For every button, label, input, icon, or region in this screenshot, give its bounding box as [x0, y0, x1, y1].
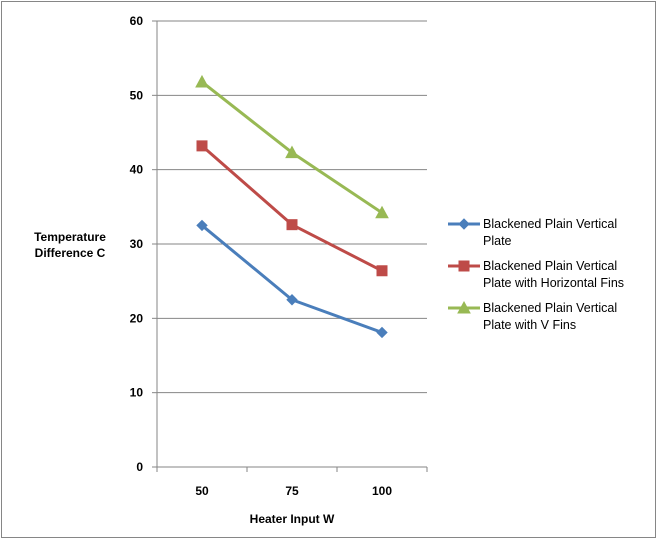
- legend-item-2: Blackened Plain Vertical Plate with Horiz…: [448, 259, 624, 290]
- y-tick-label: 10: [130, 386, 144, 400]
- series-line: [201, 224, 383, 334]
- y-tick-label: 60: [130, 14, 144, 28]
- y-tick-label: 50: [130, 88, 144, 102]
- legend-label: Plate with V Fins: [483, 318, 576, 332]
- legend-item-3: Blackened Plain Vertical Plate with V Fin…: [448, 300, 617, 332]
- x-axis-title: Heater Input W: [250, 512, 335, 526]
- y-axis-ticks: 0 10 20 30 40 50 60: [130, 14, 157, 474]
- data-point: [196, 140, 208, 152]
- legend-label: Blackened Plain Vertical: [483, 259, 617, 273]
- y-tick-label: 20: [130, 311, 144, 325]
- y-tick-label: 0: [136, 460, 143, 474]
- legend-label: Blackened Plain Vertical: [483, 301, 617, 315]
- series-2: [196, 140, 388, 277]
- data-point: [285, 145, 299, 159]
- series-line: [201, 144, 383, 273]
- data-point: [376, 265, 388, 277]
- legend-label: Blackened Plain Vertical: [483, 217, 617, 231]
- x-axis-ticks: 50 75 100: [156, 467, 428, 498]
- series-group: [195, 74, 389, 339]
- legend-label: Plate with Horizontal Fins: [483, 276, 624, 290]
- data-point: [286, 219, 298, 231]
- legend-label: Plate: [483, 234, 512, 248]
- legend-marker: [457, 300, 471, 314]
- x-tick-label: 75: [285, 484, 299, 498]
- data-point: [376, 326, 388, 339]
- y-axis-title-line-1: Temperature: [34, 230, 106, 244]
- legend-marker: [458, 260, 470, 272]
- y-axis-title-line-2: Difference C: [35, 246, 106, 260]
- data-point: [196, 219, 208, 232]
- data-point: [375, 205, 389, 219]
- series-3: [195, 74, 389, 219]
- y-tick-label: 40: [130, 163, 144, 177]
- series-1: [196, 219, 388, 339]
- x-tick-label: 50: [195, 484, 209, 498]
- gridlines: [157, 20, 427, 394]
- x-tick-label: 100: [372, 484, 392, 498]
- data-point: [286, 294, 298, 306]
- y-tick-label: 30: [130, 237, 144, 251]
- data-point: [195, 74, 209, 88]
- legend-item-1: Blackened Plain Vertical Plate: [448, 217, 617, 248]
- legend-marker: [458, 218, 470, 230]
